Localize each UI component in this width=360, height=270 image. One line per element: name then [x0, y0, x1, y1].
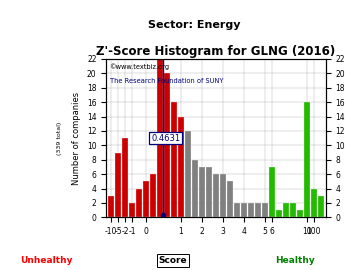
Bar: [157, 59, 163, 217]
Bar: [269, 167, 275, 217]
Bar: [248, 203, 254, 217]
Bar: [185, 131, 191, 217]
Bar: [220, 174, 226, 217]
Bar: [213, 174, 219, 217]
Bar: [143, 181, 149, 217]
Bar: [318, 196, 324, 217]
Text: ©www.textbiz.org: ©www.textbiz.org: [109, 64, 170, 70]
Bar: [262, 203, 268, 217]
Bar: [206, 167, 212, 217]
Bar: [122, 138, 128, 217]
Text: Sector: Energy: Sector: Energy: [148, 20, 240, 30]
Text: (339 total): (339 total): [57, 122, 62, 155]
Bar: [192, 160, 198, 217]
Bar: [290, 203, 296, 217]
Bar: [283, 203, 289, 217]
Bar: [108, 196, 114, 217]
Text: 0.4631: 0.4631: [151, 134, 180, 143]
Bar: [234, 203, 240, 217]
Bar: [115, 153, 121, 217]
Text: Healthy: Healthy: [275, 256, 315, 265]
Title: Z'-Score Histogram for GLNG (2016): Z'-Score Histogram for GLNG (2016): [96, 45, 336, 58]
Text: The Research Foundation of SUNY: The Research Foundation of SUNY: [109, 78, 223, 84]
Bar: [178, 117, 184, 217]
Bar: [227, 181, 233, 217]
Bar: [311, 188, 317, 217]
Bar: [129, 203, 135, 217]
Bar: [171, 102, 177, 217]
Bar: [150, 174, 156, 217]
Text: Score: Score: [158, 256, 187, 265]
Bar: [241, 203, 247, 217]
Text: Unhealthy: Unhealthy: [21, 256, 73, 265]
Bar: [164, 73, 170, 217]
Bar: [297, 210, 303, 217]
Bar: [199, 167, 205, 217]
Bar: [276, 210, 282, 217]
Y-axis label: Number of companies: Number of companies: [72, 92, 81, 185]
Bar: [255, 203, 261, 217]
Bar: [136, 188, 142, 217]
Bar: [303, 102, 310, 217]
